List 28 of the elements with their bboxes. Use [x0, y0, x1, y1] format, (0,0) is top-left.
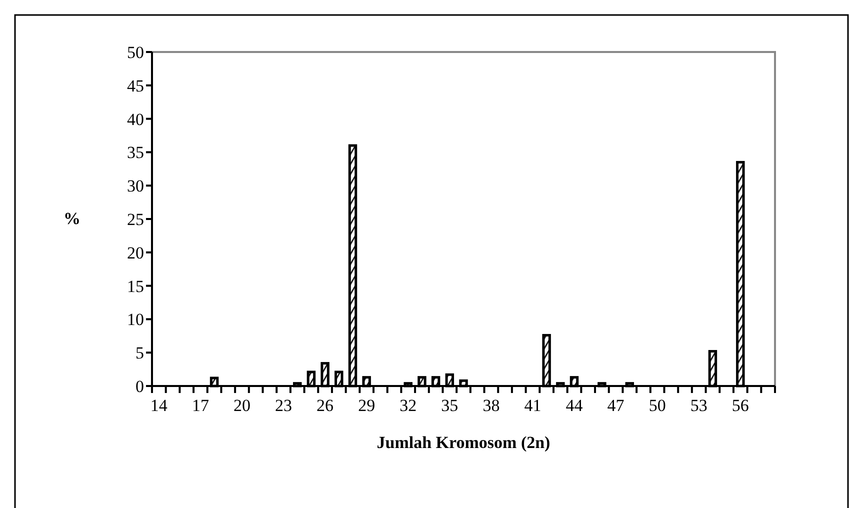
x-tick-label: 50	[648, 396, 666, 415]
x-tick-label: 35	[441, 396, 458, 415]
x-tick-label: 44	[566, 396, 584, 415]
y-tick-label: 25	[127, 210, 144, 229]
x-tick-label: 14	[150, 396, 168, 415]
y-axis-title: %	[64, 209, 80, 228]
y-tick-label: 15	[127, 276, 144, 296]
y-tick-label: 10	[127, 310, 144, 330]
x-tick-label: 20	[233, 396, 250, 415]
y-tick-label: 40	[127, 110, 144, 129]
y-tick-label: 5	[136, 344, 144, 363]
x-tick-label: 38	[482, 396, 500, 415]
y-tick-label: 45	[127, 76, 144, 96]
y-tick-label: 35	[127, 143, 144, 162]
x-tick-label: 32	[400, 396, 417, 415]
x-tick-label: 47	[607, 396, 625, 415]
y-tick-label: 20	[127, 243, 144, 262]
x-axis-title: Jumlah Kromosom (2n)	[376, 433, 550, 452]
y-tick-label: 30	[127, 176, 144, 196]
y-tick-label: 50	[127, 42, 144, 62]
y-tick-label: 0	[136, 376, 144, 396]
x-tick-label: 26	[316, 396, 334, 415]
x-tick-label: 29	[358, 396, 376, 415]
x-tick-label: 23	[275, 396, 292, 415]
x-tick-label: 41	[524, 396, 542, 415]
x-tick-label: 53	[690, 396, 708, 415]
x-tick-label: 56	[732, 396, 749, 415]
x-tick-label: 17	[192, 396, 210, 415]
